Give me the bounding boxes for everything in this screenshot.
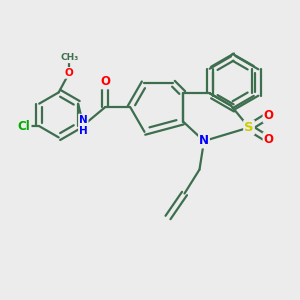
- Text: O: O: [263, 109, 274, 122]
- Text: N
H: N H: [79, 115, 88, 136]
- Text: Cl: Cl: [18, 120, 31, 133]
- Text: S: S: [244, 121, 254, 134]
- Text: O: O: [65, 68, 74, 78]
- Text: O: O: [263, 133, 274, 146]
- Text: CH₃: CH₃: [60, 53, 78, 62]
- Text: N: N: [199, 134, 209, 148]
- Text: O: O: [100, 75, 110, 88]
